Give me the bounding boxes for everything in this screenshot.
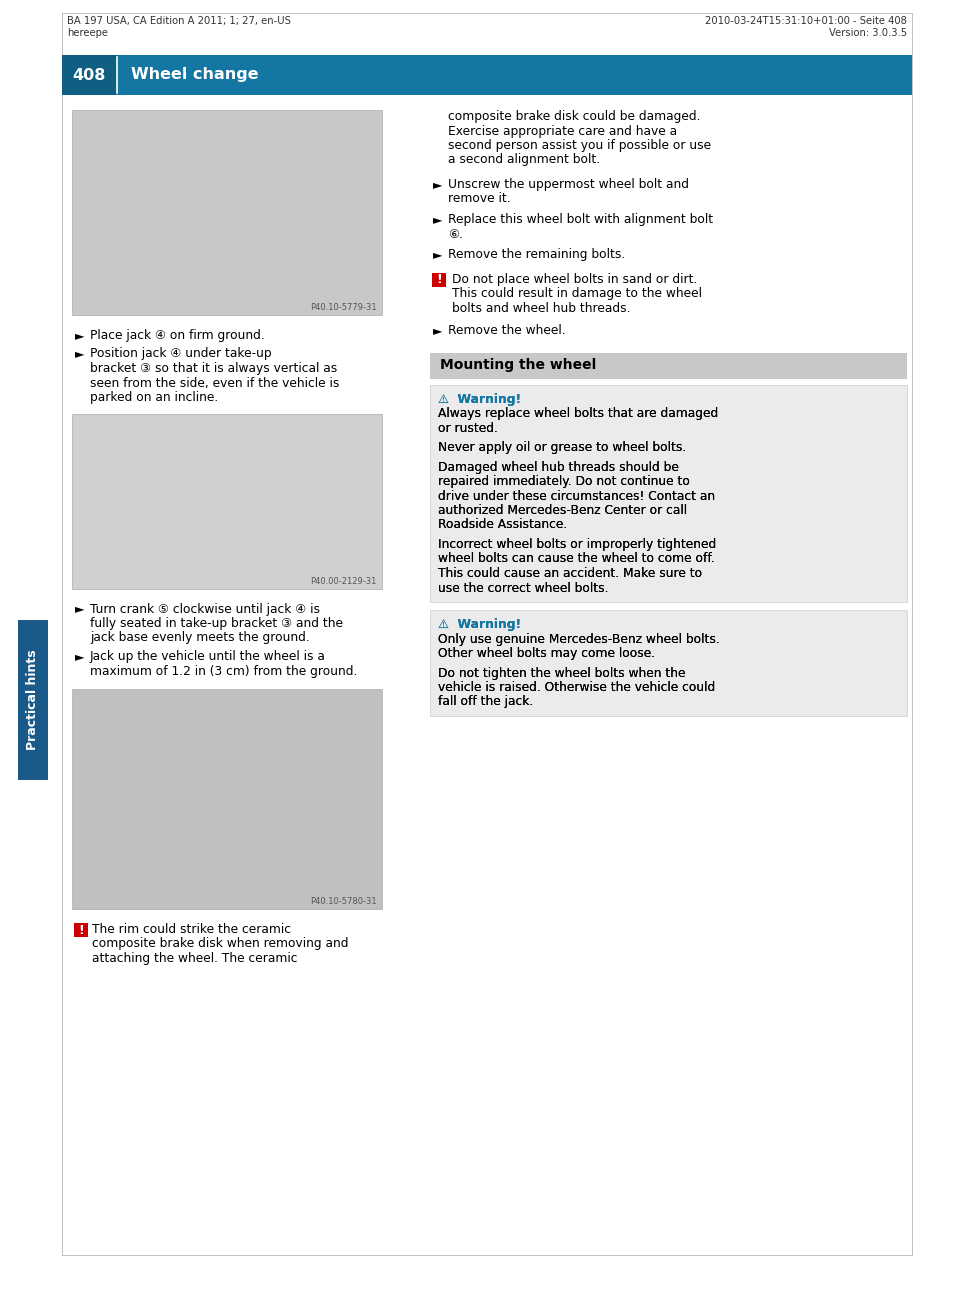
- Text: use the correct wheel bolts.: use the correct wheel bolts.: [437, 581, 608, 594]
- Text: remove it.: remove it.: [448, 193, 510, 206]
- Text: Other wheel bolts may come loose.: Other wheel bolts may come loose.: [437, 647, 655, 660]
- Text: wheel bolts can cause the wheel to come off.: wheel bolts can cause the wheel to come …: [437, 553, 714, 565]
- Text: Practical hints: Practical hints: [27, 650, 39, 751]
- Text: ►: ►: [75, 603, 84, 616]
- Text: or rusted.: or rusted.: [437, 422, 497, 435]
- Text: P40.00-2129-31: P40.00-2129-31: [311, 577, 376, 585]
- Bar: [430, 609, 906, 716]
- Bar: [430, 384, 906, 602]
- Text: jack base evenly meets the ground.: jack base evenly meets the ground.: [90, 631, 310, 644]
- Text: Do not tighten the wheel bolts when the: Do not tighten the wheel bolts when the: [437, 666, 685, 679]
- Text: The rim could strike the ceramic: The rim could strike the ceramic: [91, 923, 291, 936]
- Bar: [74, 923, 88, 937]
- Text: Replace this wheel bolt with alignment bolt: Replace this wheel bolt with alignment b…: [448, 214, 713, 226]
- Text: Damaged wheel hub threads should be: Damaged wheel hub threads should be: [437, 461, 679, 474]
- Text: bracket ③ so that it is always vertical as: bracket ③ so that it is always vertical …: [90, 362, 337, 375]
- Text: bolts and wheel hub threads.: bolts and wheel hub threads.: [452, 302, 630, 314]
- Text: ⚠  Warning!: ⚠ Warning!: [437, 392, 520, 405]
- Text: repaired immediately. Do not continue to: repaired immediately. Do not continue to: [437, 475, 689, 488]
- Text: vehicle is raised. Otherwise the vehicle could: vehicle is raised. Otherwise the vehicle…: [437, 681, 715, 694]
- Text: authorized Mercedes-Benz Center or call: authorized Mercedes-Benz Center or call: [437, 503, 686, 518]
- Text: drive under these circumstances! Contact an: drive under these circumstances! Contact…: [437, 489, 715, 502]
- Text: fall off the jack.: fall off the jack.: [437, 695, 533, 709]
- Text: ►: ►: [433, 324, 442, 336]
- Text: Only use genuine Mercedes-Benz wheel bolts.: Only use genuine Mercedes-Benz wheel bol…: [437, 633, 719, 646]
- Text: This could result in damage to the wheel: This could result in damage to the wheel: [452, 287, 701, 300]
- Bar: [432, 273, 446, 286]
- Text: Never apply oil or grease to wheel bolts.: Never apply oil or grease to wheel bolts…: [437, 441, 685, 454]
- Text: hereepe: hereepe: [67, 28, 108, 38]
- Text: P40.10-5779-31: P40.10-5779-31: [310, 303, 376, 312]
- Text: Only use genuine Mercedes-Benz wheel bolts.: Only use genuine Mercedes-Benz wheel bol…: [437, 633, 719, 646]
- Bar: [18, 620, 48, 780]
- Text: This could cause an accident. Make sure to: This could cause an accident. Make sure …: [437, 567, 701, 580]
- Text: Exercise appropriate care and have a: Exercise appropriate care and have a: [448, 124, 677, 137]
- Text: Other wheel bolts may come loose.: Other wheel bolts may come loose.: [437, 647, 655, 660]
- Text: Remove the wheel.: Remove the wheel.: [448, 324, 565, 336]
- Text: Do not tighten the wheel bolts when the: Do not tighten the wheel bolts when the: [437, 666, 685, 679]
- Text: Roadside Assistance.: Roadside Assistance.: [437, 519, 567, 532]
- Text: Incorrect wheel bolts or improperly tightened: Incorrect wheel bolts or improperly tigh…: [437, 538, 716, 551]
- Text: ⚠  Warning!: ⚠ Warning!: [437, 619, 520, 631]
- Text: ⑥.: ⑥.: [448, 228, 462, 241]
- Bar: [430, 352, 906, 379]
- Text: vehicle is raised. Otherwise the vehicle could: vehicle is raised. Otherwise the vehicle…: [437, 681, 715, 694]
- Bar: [62, 56, 117, 94]
- Text: P40.10-5780-31: P40.10-5780-31: [310, 897, 376, 906]
- Text: parked on an incline.: parked on an incline.: [90, 391, 218, 404]
- Text: Remove the remaining bolts.: Remove the remaining bolts.: [448, 248, 624, 261]
- Text: second person assist you if possible or use: second person assist you if possible or …: [448, 138, 710, 151]
- Text: use the correct wheel bolts.: use the correct wheel bolts.: [437, 581, 608, 594]
- Bar: [62, 56, 911, 94]
- Text: fully seated in take-up bracket ③ and the: fully seated in take-up bracket ③ and th…: [90, 617, 343, 630]
- Text: 2010-03-24T15:31:10+01:00 - Seite 408: 2010-03-24T15:31:10+01:00 - Seite 408: [704, 16, 906, 26]
- Text: 408: 408: [72, 67, 106, 83]
- Bar: [71, 414, 381, 589]
- Text: attaching the wheel. The ceramic: attaching the wheel. The ceramic: [91, 952, 297, 965]
- Text: Mounting the wheel: Mounting the wheel: [439, 358, 596, 373]
- Text: ⚠  Warning!: ⚠ Warning!: [437, 619, 520, 631]
- Text: maximum of 1.2 in (3 cm) from the ground.: maximum of 1.2 in (3 cm) from the ground…: [90, 665, 357, 678]
- Text: !: !: [78, 924, 84, 937]
- Text: Version: 3.0.3.5: Version: 3.0.3.5: [828, 28, 906, 38]
- Text: Wheel change: Wheel change: [131, 67, 258, 83]
- Bar: [71, 688, 381, 908]
- Text: Always replace wheel bolts that are damaged: Always replace wheel bolts that are dama…: [437, 408, 718, 421]
- Text: drive under these circumstances! Contact an: drive under these circumstances! Contact…: [437, 489, 715, 502]
- Text: ►: ►: [433, 179, 442, 192]
- Text: composite brake disk when removing and: composite brake disk when removing and: [91, 937, 348, 951]
- Text: Unscrew the uppermost wheel bolt and: Unscrew the uppermost wheel bolt and: [448, 179, 688, 192]
- Text: Damaged wheel hub threads should be: Damaged wheel hub threads should be: [437, 461, 679, 474]
- Bar: [71, 110, 381, 314]
- Text: Turn crank ⑤ clockwise until jack ④ is: Turn crank ⑤ clockwise until jack ④ is: [90, 603, 319, 616]
- Text: or rusted.: or rusted.: [437, 422, 497, 435]
- Text: composite brake disk could be damaged.: composite brake disk could be damaged.: [448, 110, 700, 123]
- Text: ►: ►: [433, 248, 442, 261]
- Text: This could cause an accident. Make sure to: This could cause an accident. Make sure …: [437, 567, 701, 580]
- Text: BA 197 USA, CA Edition A 2011; 1; 27, en-US: BA 197 USA, CA Edition A 2011; 1; 27, en…: [67, 16, 291, 26]
- Text: Jack up the vehicle until the wheel is a: Jack up the vehicle until the wheel is a: [90, 650, 326, 663]
- Text: Incorrect wheel bolts or improperly tightened: Incorrect wheel bolts or improperly tigh…: [437, 538, 716, 551]
- Text: ⚠  Warning!: ⚠ Warning!: [437, 392, 520, 405]
- Text: ►: ►: [75, 348, 84, 361]
- Text: Do not place wheel bolts in sand or dirt.: Do not place wheel bolts in sand or dirt…: [452, 273, 697, 286]
- Text: a second alignment bolt.: a second alignment bolt.: [448, 154, 599, 167]
- Text: Never apply oil or grease to wheel bolts.: Never apply oil or grease to wheel bolts…: [437, 441, 685, 454]
- Text: !: !: [436, 273, 441, 286]
- Text: fall off the jack.: fall off the jack.: [437, 695, 533, 709]
- Text: repaired immediately. Do not continue to: repaired immediately. Do not continue to: [437, 475, 689, 488]
- Text: authorized Mercedes-Benz Center or call: authorized Mercedes-Benz Center or call: [437, 503, 686, 518]
- Text: ►: ►: [433, 214, 442, 226]
- Text: Place jack ④ on firm ground.: Place jack ④ on firm ground.: [90, 329, 265, 342]
- Text: Roadside Assistance.: Roadside Assistance.: [437, 519, 567, 532]
- Text: Position jack ④ under take-up: Position jack ④ under take-up: [90, 348, 272, 361]
- Text: seen from the side, even if the vehicle is: seen from the side, even if the vehicle …: [90, 377, 339, 389]
- Text: ►: ►: [75, 650, 84, 663]
- Text: ►: ►: [75, 329, 84, 342]
- Text: wheel bolts can cause the wheel to come off.: wheel bolts can cause the wheel to come …: [437, 553, 714, 565]
- Text: Always replace wheel bolts that are damaged: Always replace wheel bolts that are dama…: [437, 408, 718, 421]
